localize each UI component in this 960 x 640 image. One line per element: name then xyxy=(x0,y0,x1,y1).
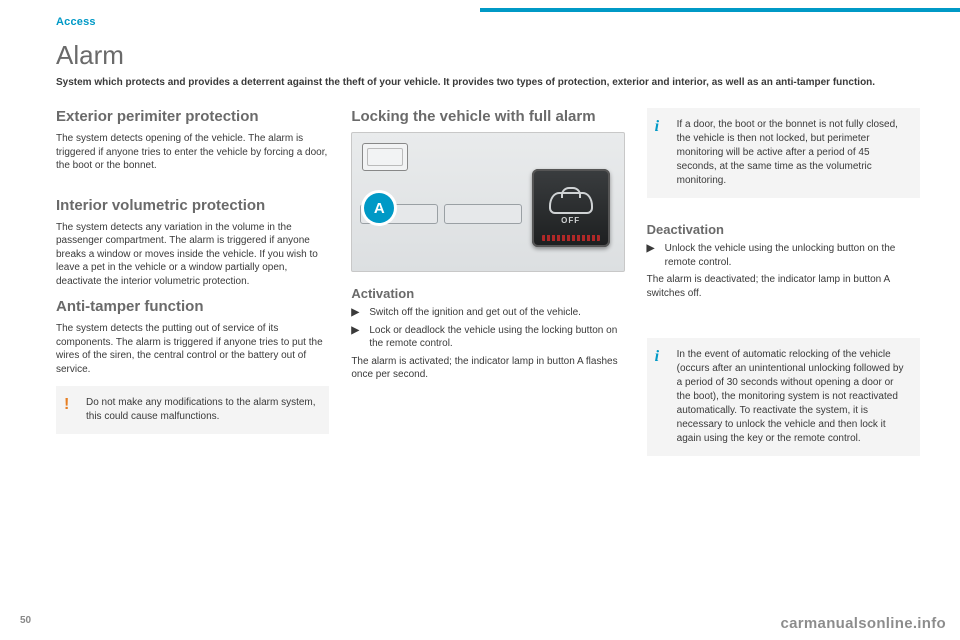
heading-deactivation: Deactivation xyxy=(647,222,920,237)
activation-step: ▶ Switch off the ignition and get out of… xyxy=(351,306,624,320)
bullet-icon: ▶ xyxy=(351,324,369,351)
callout-info-top: i If a door, the boot or the bonnet is n… xyxy=(647,108,920,198)
deactivation-step: ▶ Unlock the vehicle using the unlocking… xyxy=(647,242,920,269)
figure-alarm-button: OFF A xyxy=(351,132,624,272)
text-anti-tamper: The system detects the putting out of se… xyxy=(56,322,329,376)
figure-dashboard-icon xyxy=(362,143,408,171)
top-bar-accent xyxy=(480,8,960,12)
deactivation-after-text: The alarm is deactivated; the indicator … xyxy=(647,273,920,300)
top-bar xyxy=(0,0,960,18)
heading-exterior: Exterior perimiter protection xyxy=(56,108,329,126)
page-title: Alarm xyxy=(56,40,124,71)
figure-slot xyxy=(444,204,522,224)
activation-step-text: Lock or deadlock the vehicle using the l… xyxy=(369,324,624,351)
heading-locking: Locking the vehicle with full alarm xyxy=(351,108,624,126)
heading-anti-tamper: Anti-tamper function xyxy=(56,298,329,316)
watermark: carmanualsonline.info xyxy=(781,615,947,632)
info-icon: i xyxy=(655,346,659,368)
info-icon: i xyxy=(655,116,659,138)
car-outline-icon xyxy=(549,192,593,214)
content-columns: Exterior perimiter protection The system… xyxy=(56,108,920,466)
activation-step-text: Switch off the ignition and get out of t… xyxy=(369,306,624,320)
callout-warning-text: Do not make any modifications to the ala… xyxy=(86,397,316,422)
deactivation-step-text: Unlock the vehicle using the unlocking b… xyxy=(665,242,920,269)
activation-after-text: The alarm is activated; the indicator la… xyxy=(351,355,624,382)
callout-info-top-text: If a door, the boot or the bonnet is not… xyxy=(677,119,898,186)
callout-warning: ! Do not make any modifications to the a… xyxy=(56,386,329,434)
column-right: i If a door, the boot or the bonnet is n… xyxy=(647,108,920,466)
heading-activation: Activation xyxy=(351,286,624,301)
off-label: OFF xyxy=(561,216,580,225)
heading-interior: Interior volumetric protection xyxy=(56,197,329,215)
intro-text: System which protects and provides a det… xyxy=(56,76,920,90)
bullet-icon: ▶ xyxy=(351,306,369,320)
column-left: Exterior perimiter protection The system… xyxy=(56,108,329,466)
callout-info-bottom-text: In the event of automatic relocking of t… xyxy=(677,349,904,444)
text-exterior: The system detects opening of the vehicl… xyxy=(56,132,329,173)
warning-icon: ! xyxy=(64,394,69,416)
breadcrumb: Access xyxy=(56,16,96,28)
text-interior: The system detects any variation in the … xyxy=(56,221,329,289)
red-indicator-icon xyxy=(542,235,600,241)
activation-step: ▶ Lock or deadlock the vehicle using the… xyxy=(351,324,624,351)
column-middle: Locking the vehicle with full alarm OFF … xyxy=(351,108,624,466)
callout-info-bottom: i In the event of automatic relocking of… xyxy=(647,338,920,456)
page-number: 50 xyxy=(20,615,31,626)
bullet-icon: ▶ xyxy=(647,242,665,269)
figure-off-button: OFF xyxy=(532,169,610,247)
